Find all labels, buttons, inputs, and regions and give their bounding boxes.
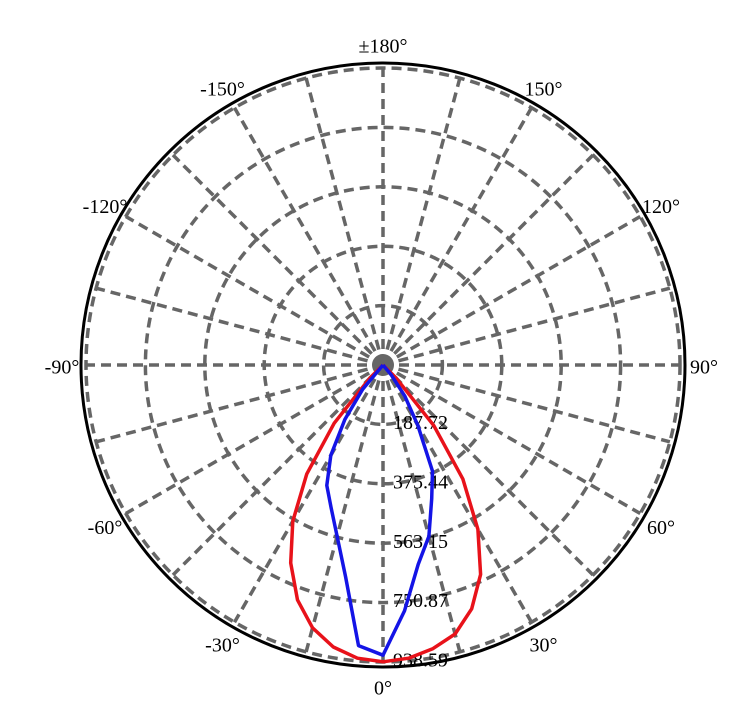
r-tick-label: 375.44 <box>393 471 448 493</box>
r-tick-label: 938.59 <box>393 650 448 672</box>
r-tick-label: 750.87 <box>393 590 448 612</box>
grid-spoke-minor <box>381 77 462 366</box>
grid-spoke <box>382 214 642 367</box>
theta-tick-label: -30° <box>205 635 240 657</box>
grid-spoke-minor <box>95 363 384 444</box>
grid-spoke-minor <box>381 364 462 653</box>
grid-spoke <box>382 363 642 516</box>
grid-spoke-minor <box>304 364 385 653</box>
grid-spoke <box>381 106 534 366</box>
grid-spoke <box>232 364 385 624</box>
grid-spoke-minor <box>171 363 385 577</box>
grid-spoke <box>124 214 384 367</box>
grid-spoke <box>381 364 534 624</box>
grid-spoke-minor <box>381 153 595 367</box>
grid-spoke-minor <box>381 363 595 577</box>
outer-circle <box>79 61 687 669</box>
theta-tick-label: 150° <box>525 79 563 101</box>
grid-spoke-minor <box>304 77 385 366</box>
series-line <box>288 363 483 664</box>
grid-spoke-minor <box>95 286 384 367</box>
theta-tick-label: -120° <box>83 196 128 218</box>
grid-spoke <box>232 106 385 366</box>
grid-spoke-minor <box>382 286 671 367</box>
grid-spoke <box>124 363 384 516</box>
grid-ring <box>321 303 445 427</box>
theta-tick-label: -60° <box>88 517 123 539</box>
theta-tick-label: 120° <box>642 196 680 218</box>
series-line <box>325 363 435 657</box>
theta-tick-label: ±180° <box>359 36 408 58</box>
theta-tick-label: 0° <box>374 678 392 700</box>
theta-tick-label: 90° <box>690 357 718 379</box>
grid-spoke-minor <box>171 153 385 367</box>
r-tick-label: 563.15 <box>393 531 448 553</box>
theta-tick-label: -150° <box>200 79 245 101</box>
theta-tick-label: 30° <box>530 635 558 657</box>
theta-tick-label: -90° <box>45 357 80 379</box>
theta-tick-label: 60° <box>647 517 675 539</box>
grid-spoke-minor <box>382 363 671 444</box>
grid-ring <box>143 125 623 605</box>
